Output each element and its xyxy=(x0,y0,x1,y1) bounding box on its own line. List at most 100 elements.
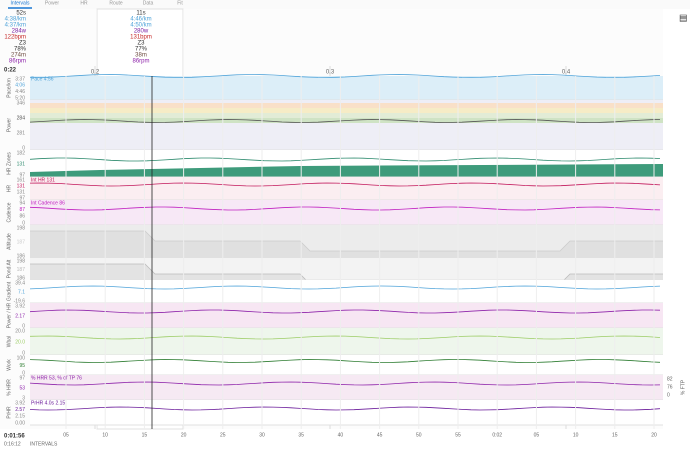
tab[interactable]: Route xyxy=(109,0,123,6)
x-tick-label: 45 xyxy=(377,432,383,438)
y-tick-label: 20.0 xyxy=(15,339,25,345)
footer-section[interactable]: INTERVALS xyxy=(30,441,58,447)
y-tick-label: 186 xyxy=(17,253,26,259)
x-tick-label: 0:02 xyxy=(492,432,502,438)
y-tick-label: 97 xyxy=(19,172,25,178)
series-line xyxy=(30,263,663,285)
panel-annotation: Int Cadence 86 xyxy=(31,200,65,206)
y-tick-label: 0 xyxy=(22,220,25,226)
hover-value: 86rpm xyxy=(132,59,149,65)
series-line xyxy=(29,119,661,123)
y-tick-label: 0 xyxy=(22,370,25,376)
hover-value: 38m xyxy=(135,53,147,59)
summary-value: 52s xyxy=(16,11,26,17)
panel-label: Wbal xyxy=(6,336,12,347)
panel-bg xyxy=(30,303,663,328)
comment-icon[interactable]: ▤ xyxy=(679,12,688,22)
y-tick-label: 131 xyxy=(17,161,26,167)
series-line xyxy=(29,335,661,340)
tab[interactable]: Power xyxy=(45,0,60,6)
y-tick-label: 4:46 xyxy=(15,89,25,95)
x-tick-label: 20 xyxy=(181,432,187,438)
y-tick-label: 2.17 xyxy=(15,313,25,319)
power-zone xyxy=(30,103,663,108)
y-tick-label: 281 xyxy=(17,130,26,136)
panel-annotation: % HRR 53, % of TP 76 xyxy=(31,375,82,381)
y-tick-label: 0 xyxy=(22,145,25,151)
y-tick-label: 187 xyxy=(17,267,26,273)
y-tick-label: 131 xyxy=(17,183,26,189)
panel-label: Gradient xyxy=(6,281,12,301)
series-line xyxy=(29,309,661,314)
summary-time: 0:22 xyxy=(4,68,17,74)
panel-annotation: PrHR 4.0s 2.15 xyxy=(31,400,65,406)
summary-value: 274m xyxy=(11,53,26,59)
series-line xyxy=(29,74,661,78)
series-line xyxy=(29,157,661,162)
y-tick-label: 5:20 xyxy=(15,95,25,101)
hover-value: 77% xyxy=(135,47,148,53)
summary-value: 4:38/km xyxy=(5,17,26,23)
x-tick-label: 10 xyxy=(102,432,108,438)
y-tick-label: -19.6 xyxy=(14,298,26,304)
tab[interactable]: Intervals xyxy=(11,0,30,6)
tab-bar xyxy=(0,0,690,9)
tab[interactable]: HR xyxy=(80,0,88,6)
y-tick-label: 39.4 xyxy=(15,280,25,286)
tab[interactable]: Data xyxy=(143,0,154,6)
x-tick-label: 15 xyxy=(142,432,148,438)
summary-value: 122bpm xyxy=(4,35,26,41)
series-line xyxy=(29,285,661,290)
y-tick-label: 2.57 xyxy=(15,407,25,413)
distance-mark: 0.4 xyxy=(562,70,571,76)
x-tick-label: 05 xyxy=(534,432,540,438)
x-tick-label: 40 xyxy=(338,432,344,438)
y-tick-label: 7.1 xyxy=(18,289,25,295)
panel-label: PrHR xyxy=(6,406,12,419)
y2-tick-label: 82 xyxy=(667,376,673,382)
panel-label: Pond Alt xyxy=(6,259,12,278)
hover-value: 4:46/km xyxy=(130,17,151,23)
panel-annotation: Pace 4:56 xyxy=(31,76,54,82)
y-tick-label: 0.00 xyxy=(15,420,25,426)
y-tick-label: 0 xyxy=(22,323,25,329)
y-tick-label: 187 xyxy=(17,239,26,245)
distance-mark: 0.3 xyxy=(326,70,335,76)
series-line xyxy=(29,381,661,386)
hover-value: 280w xyxy=(134,29,149,35)
panel-label: Pace/km xyxy=(6,78,12,97)
summary-value: 78% xyxy=(14,47,27,53)
power-zone xyxy=(30,113,663,118)
x-tick-label: 10 xyxy=(573,432,579,438)
y-tick-label: 4:06 xyxy=(15,83,25,89)
y-tick-label: 53 xyxy=(19,385,25,391)
y-tick-label: 3:37 xyxy=(15,76,25,82)
tab[interactable]: Fit xyxy=(177,0,183,6)
panel-label: Power / HR xyxy=(6,302,12,328)
x-tick-label: 55 xyxy=(455,432,461,438)
x-tick-label: 30 xyxy=(259,432,265,438)
hover-value: 11s xyxy=(136,11,145,17)
x-tick-label: 05 xyxy=(63,432,69,438)
hover-value: Z3 xyxy=(137,41,145,47)
panel-label: % HRR xyxy=(6,379,12,396)
series-line xyxy=(29,359,661,363)
hr-zone-area xyxy=(30,164,663,177)
y-tick-label: 161 xyxy=(17,177,26,183)
panel-bg xyxy=(30,177,663,200)
y-tick-label: 2.15 xyxy=(15,414,25,420)
y-tick-label: 346 xyxy=(17,100,26,106)
power-zone xyxy=(30,108,663,113)
footer-time: 0:01:56 xyxy=(4,434,25,440)
y2-axis-label: % FTP xyxy=(680,379,686,395)
panel-bg xyxy=(30,375,663,400)
y-tick-label: 87 xyxy=(19,207,25,213)
y-tick-label: 97 xyxy=(19,195,25,201)
y-tick-label: 97 xyxy=(19,375,25,381)
hover-value: 4:50/km xyxy=(130,23,151,29)
series-line xyxy=(30,230,663,252)
y-tick-label: 131 xyxy=(17,189,26,195)
panel-bg xyxy=(30,328,663,355)
y-tick-label: 3 xyxy=(22,395,25,401)
